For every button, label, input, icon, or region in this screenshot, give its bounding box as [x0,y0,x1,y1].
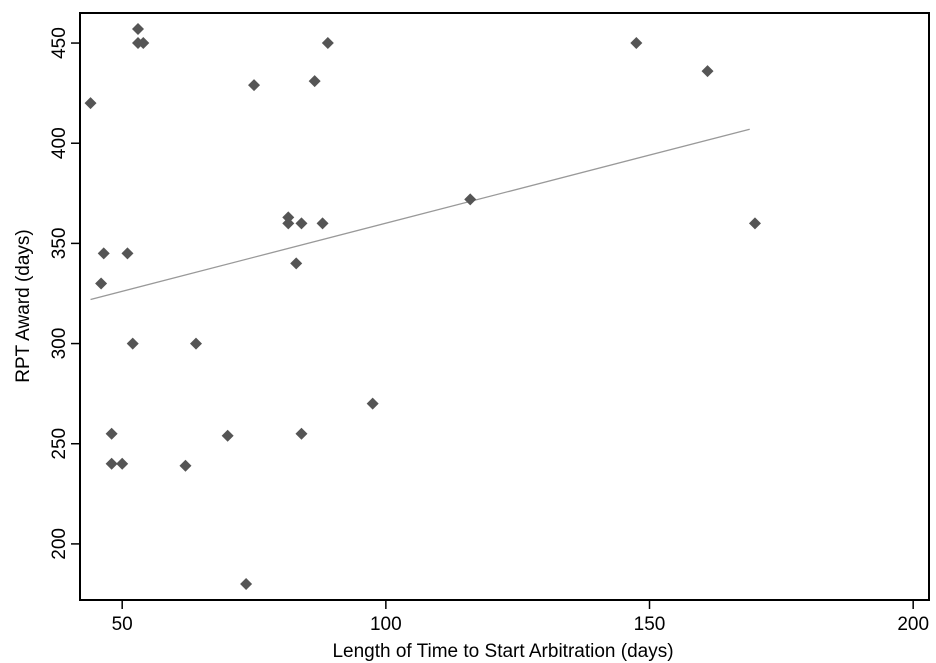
y-axis-title: RPT Award (days) [13,229,34,382]
x-axis-ticks: 50 100 150 200 [112,600,929,635]
data-point [464,193,477,206]
data-point [137,37,150,50]
y-tick-label: 400 [49,127,70,159]
data-point [630,37,643,50]
plot-frame [79,12,930,601]
data-point [295,427,308,440]
x-tick-label: 200 [897,614,929,635]
fit-line-layer [90,128,750,301]
data-point [132,23,145,36]
y-axis-ticks: 200 250 300 350 400 450 [49,27,80,560]
y-tick-label: 450 [49,27,70,59]
data-point [701,65,714,78]
data-point [748,217,761,230]
data-point [179,459,192,472]
y-tick-label: 200 [49,528,70,560]
y-tick-label: 250 [49,428,70,460]
data-point [240,577,253,590]
data-point [105,457,118,470]
data-point [248,79,261,92]
y-tick-label: 300 [49,328,70,360]
data-point [321,37,334,50]
data-point [308,75,321,88]
x-axis-title: Length of Time to Start Arbitration (day… [332,641,673,662]
data-point [366,397,379,410]
data-point [105,427,118,440]
data-point [126,337,139,350]
x-tick-label: 100 [370,614,402,635]
data-point [97,247,110,260]
points-layer [84,23,761,590]
data-point [190,337,203,350]
data-point [282,211,295,224]
data-point [290,257,303,270]
data-point [95,277,108,290]
x-tick-label: 150 [634,614,666,635]
data-point [116,457,129,470]
data-point [316,217,329,230]
data-point [282,217,295,230]
data-point [221,429,234,442]
fit-line [90,128,750,301]
x-tick-label: 50 [112,614,133,635]
data-point [295,217,308,230]
data-point [84,97,97,110]
y-tick-label: 350 [49,228,70,260]
data-point [121,247,134,260]
